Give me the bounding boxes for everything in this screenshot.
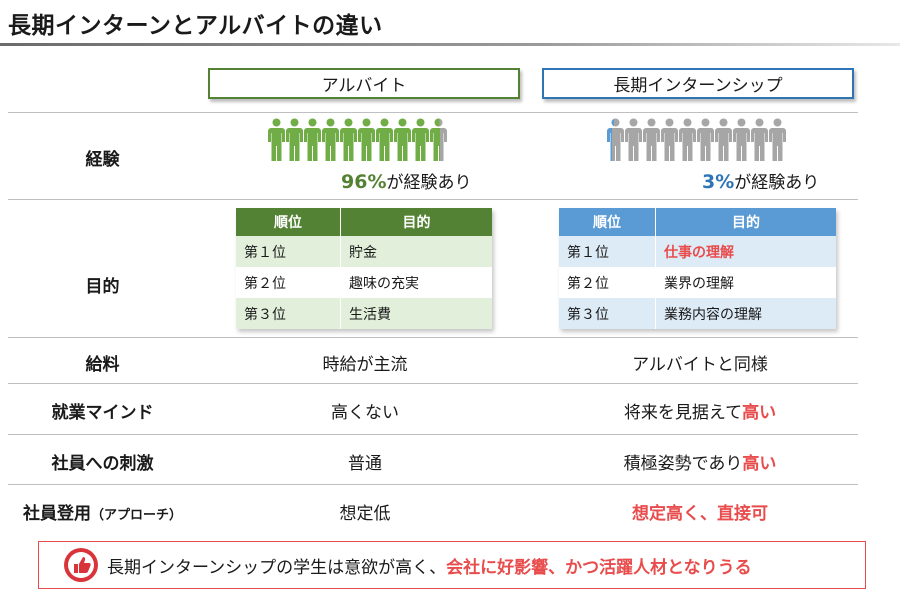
person-icon xyxy=(697,118,714,161)
person-icon xyxy=(607,118,624,161)
mindset-arbeit: 高くない xyxy=(331,403,399,423)
person-icon xyxy=(715,118,732,161)
table-header-goal: 目的 xyxy=(340,208,492,236)
hiring-internship: 想定高く、直接可 xyxy=(632,504,768,524)
callout-text: 長期インターンシップの学生は意欲が高く、会社に好影響、かつ活躍人材となりうる xyxy=(107,553,752,578)
person-icon xyxy=(286,118,303,161)
experience-percent-arbeit: 96% xyxy=(341,171,387,193)
person-icon xyxy=(340,118,357,161)
experience-percent-internship: 3% xyxy=(702,171,735,193)
goal-cell: 趣味の充実 xyxy=(340,267,492,298)
table-header-rank: 順位 xyxy=(236,208,341,236)
row-label-purpose: 目的 xyxy=(85,277,120,297)
row-divider xyxy=(8,337,858,338)
row-divider xyxy=(8,383,858,384)
experience-rate-internship: 3%が経験あり xyxy=(702,168,819,193)
person-icon xyxy=(769,118,786,161)
row-label-hiring-main: 社員登用 xyxy=(22,504,91,524)
rank-cell: 第３位 xyxy=(236,298,341,329)
person-icon xyxy=(733,118,750,161)
rank-cell: 第３位 xyxy=(559,298,656,329)
table-row: 第３位 業務内容の理解 xyxy=(559,298,836,329)
experience-suffix-internship: が経験あり xyxy=(734,173,820,193)
person-icon xyxy=(661,118,678,161)
table-row: 第１位 仕事の理解 xyxy=(559,236,836,267)
rank-cell: 第１位 xyxy=(236,236,341,267)
person-icon xyxy=(394,118,411,161)
column-header-arbeit: アルバイト xyxy=(208,68,520,99)
title-divider xyxy=(0,43,900,46)
thumbs-up-icon xyxy=(64,548,98,582)
purpose-table-arbeit: 順位 目的 第１位 貯金 第２位 趣味の充実 第３位 生活費 xyxy=(236,208,492,329)
goal-cell: 業務内容の理解 xyxy=(655,298,836,329)
person-icon xyxy=(751,118,768,161)
summary-callout: 長期インターンシップの学生は意欲が高く、会社に好影響、かつ活躍人材となりうる xyxy=(38,541,866,589)
row-divider xyxy=(8,434,858,435)
person-icon xyxy=(358,118,375,161)
row-label-hiring-sub: （アプローチ） xyxy=(90,508,182,523)
table-row: 第２位 業界の理解 xyxy=(559,267,836,298)
experience-rate-arbeit: 96%が経験あり xyxy=(341,168,471,193)
people-figure-internship xyxy=(607,118,786,162)
goal-cell: 生活費 xyxy=(340,298,492,329)
mindset-internship-text: 将来を見据えて xyxy=(623,403,743,423)
experience-suffix-arbeit: が経験あり xyxy=(386,173,472,193)
person-icon xyxy=(412,118,429,161)
goal-cell: 業界の理解 xyxy=(655,267,836,298)
stimulus-arbeit: 普通 xyxy=(348,454,382,474)
row-label-mindset: 就業マインド xyxy=(51,403,154,423)
stimulus-internship: 積極姿勢であり高い xyxy=(545,449,855,474)
person-icon xyxy=(376,118,393,161)
person-icon xyxy=(679,118,696,161)
salary-internship: アルバイトと同様 xyxy=(632,355,768,375)
person-icon xyxy=(625,118,642,161)
table-header-goal: 目的 xyxy=(655,208,836,236)
salary-arbeit: 時給が主流 xyxy=(322,355,408,375)
row-label-salary: 給料 xyxy=(85,355,120,375)
person-icon xyxy=(643,118,660,161)
mindset-internship: 将来を見据えて高い xyxy=(545,398,855,423)
hiring-arbeit: 想定低 xyxy=(339,504,391,524)
person-icon xyxy=(322,118,339,161)
table-header-rank: 順位 xyxy=(559,208,656,236)
stimulus-internship-highlight: 高い xyxy=(742,454,777,474)
rank-cell: 第２位 xyxy=(236,267,341,298)
table-row: 第２位 趣味の充実 xyxy=(236,267,492,298)
row-divider xyxy=(8,484,858,485)
person-icon xyxy=(268,118,285,161)
purpose-table-internship: 順位 目的 第１位 仕事の理解 第２位 業界の理解 第３位 業務内容の理解 xyxy=(559,208,836,329)
row-label-hiring: 社員登用（アプローチ） xyxy=(0,499,205,524)
stimulus-internship-text: 積極姿勢であり xyxy=(623,454,743,474)
page-title: 長期インターンとアルバイトの違い xyxy=(8,13,383,39)
person-icon xyxy=(304,118,321,161)
person-icon xyxy=(430,118,447,161)
callout-text-main: 長期インターンシップの学生は意欲が高く、 xyxy=(107,557,447,578)
people-figure-arbeit xyxy=(268,118,447,162)
mindset-internship-highlight: 高い xyxy=(742,403,777,423)
rank-cell: 第１位 xyxy=(559,236,656,267)
row-divider xyxy=(8,112,858,113)
table-row: 第１位 貯金 xyxy=(236,236,492,267)
table-row: 第３位 生活費 xyxy=(236,298,492,329)
row-label-stimulus: 社員への刺激 xyxy=(51,454,154,474)
goal-cell: 仕事の理解 xyxy=(655,236,836,267)
column-header-internship: 長期インターンシップ xyxy=(542,68,854,99)
callout-text-highlight: 会社に好影響、かつ活躍人材となりうる xyxy=(446,557,752,578)
goal-cell: 貯金 xyxy=(340,236,492,267)
rank-cell: 第２位 xyxy=(559,267,656,298)
row-divider xyxy=(8,199,858,200)
row-label-experience: 経験 xyxy=(85,150,120,170)
